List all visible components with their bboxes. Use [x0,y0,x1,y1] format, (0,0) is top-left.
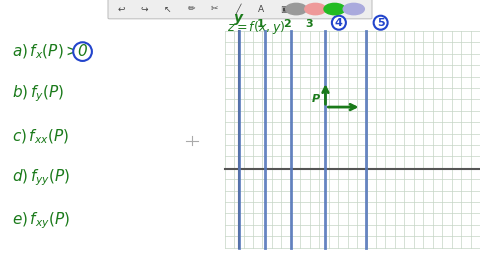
Text: ↪: ↪ [141,5,148,13]
Circle shape [343,3,364,15]
Text: 2: 2 [283,19,290,29]
Text: y: y [234,11,243,25]
Text: $e)\,f_{xy}(P)$: $e)\,f_{xy}(P)$ [12,210,70,231]
Text: $z = f(x,y)$: $z = f(x,y)$ [227,19,285,36]
Circle shape [286,3,307,15]
Text: A: A [258,5,264,13]
Text: 3: 3 [306,19,313,29]
Circle shape [305,3,326,15]
Text: $d)\,f_{yy}(P)$: $d)\,f_{yy}(P)$ [12,168,70,188]
Text: P: P [312,94,320,104]
Text: ✂: ✂ [211,5,218,13]
Text: 1: 1 [257,19,264,29]
Text: $b)\,f_y(P)$: $b)\,f_y(P)$ [12,84,64,104]
Text: ╱: ╱ [235,4,240,14]
Circle shape [324,3,345,15]
Text: $a)\,f_x(P){>}$: $a)\,f_x(P){>}$ [12,42,79,61]
Text: ✏: ✏ [187,5,195,13]
Text: 0: 0 [78,44,87,59]
FancyBboxPatch shape [108,0,372,19]
Text: 4: 4 [335,18,343,28]
Text: 5: 5 [377,18,384,28]
Text: ▣: ▣ [280,5,288,13]
Text: ↩: ↩ [118,5,125,13]
Text: $c)\,f_{xx}(P)$: $c)\,f_{xx}(P)$ [12,127,69,146]
Text: ↖: ↖ [164,5,172,13]
